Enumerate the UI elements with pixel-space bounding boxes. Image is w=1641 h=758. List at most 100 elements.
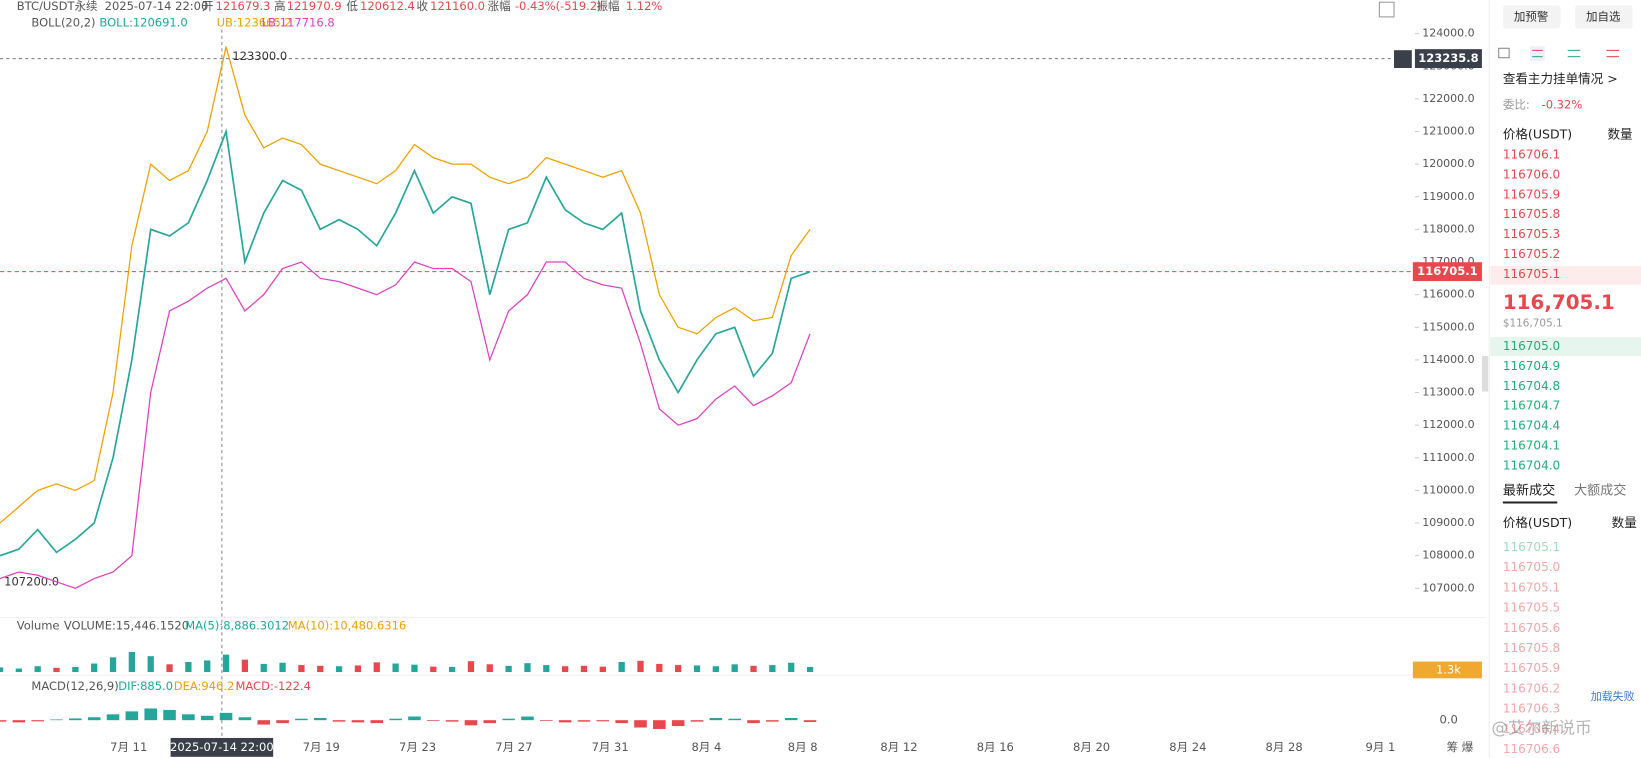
macd-bar	[219, 712, 233, 721]
y-tick-label: 118000.0	[1422, 222, 1474, 235]
header-low-label: 低	[346, 0, 358, 13]
fullscreen-icon[interactable]	[1378, 1, 1395, 18]
volume-bar	[185, 661, 192, 673]
macd-bar	[483, 720, 497, 724]
favorite-button-label: 加自选	[1586, 9, 1621, 23]
boll-ub: UB:123665.2	[217, 16, 292, 30]
macd-bar	[540, 720, 553, 721]
volume-bar	[806, 667, 814, 673]
macd-bar	[50, 719, 63, 721]
volume-bar	[637, 660, 644, 673]
macd-bar	[634, 720, 647, 728]
orders-link: 查看主力挂单情况 >	[1503, 71, 1618, 86]
volume-bar	[0, 667, 4, 673]
favorite-button[interactable]	[1575, 5, 1633, 29]
x-tick-label: 8月 20	[1073, 740, 1110, 754]
macd-bar	[144, 708, 157, 721]
volume-bar	[335, 666, 343, 673]
macd-bar	[182, 714, 195, 721]
volume-bar	[298, 665, 305, 673]
icon[interactable]	[1530, 46, 1545, 61]
macd-label: MACD(12,26,9)	[31, 679, 118, 693]
trade-price: 116706.3	[1503, 702, 1560, 716]
alert-button-label: 加预警	[1514, 9, 1549, 23]
corner-label: 筹 爆	[1447, 740, 1474, 754]
header-close: 121160.0	[430, 0, 485, 13]
macd-bar	[389, 718, 402, 721]
header-amp-label: 振幅	[597, 0, 620, 13]
trade-price: 116705.5	[1503, 601, 1560, 615]
load-failed: 加载失败	[1591, 689, 1635, 703]
volume-bar	[618, 661, 625, 673]
macd-bar	[163, 709, 176, 721]
macd-bar	[596, 720, 610, 722]
volume-label: Volume	[17, 618, 60, 632]
volume-bar	[562, 666, 569, 673]
header-open-label: 开	[202, 0, 213, 13]
price-header: 价格(USDT)	[1503, 127, 1572, 142]
y-tick-label: 113000.0	[1422, 386, 1474, 399]
x-tick-label: 7月 19	[303, 740, 340, 754]
price-line	[0, 128, 811, 557]
macd-bar	[671, 720, 685, 727]
volume-bar	[15, 668, 22, 673]
icon[interactable]	[1498, 47, 1510, 59]
volume-bar	[731, 664, 738, 673]
x-tick-label: 8月 16	[977, 740, 1014, 754]
volume-bar	[448, 667, 456, 673]
header-open: 121679.3	[216, 0, 271, 13]
macd-bar	[69, 718, 82, 721]
watermark: @艾尔新说币	[1491, 718, 1591, 738]
header-high-label: 高	[274, 0, 286, 13]
header-change-label: 涨幅	[488, 0, 511, 13]
macd-bar	[445, 720, 459, 722]
volume-bar	[467, 661, 475, 673]
last-price: 116705.1	[1417, 264, 1477, 278]
volume-bar	[279, 662, 286, 673]
volume-tag	[1412, 661, 1482, 679]
volume-bar	[411, 664, 418, 673]
bid-price: 116705.0	[1503, 339, 1560, 353]
macd-bar	[615, 720, 628, 724]
macd-bar	[332, 720, 346, 722]
macd-bar	[370, 720, 384, 724]
y-tick-label: 108000.0	[1422, 549, 1474, 562]
view-icons	[1498, 46, 1620, 61]
x-tick-label: 8月 12	[880, 740, 917, 754]
macd-bar	[408, 716, 421, 721]
volume-bar	[354, 665, 362, 673]
macd-bar	[257, 720, 271, 725]
macd-bar	[558, 720, 572, 723]
bid-price: 116704.0	[1503, 458, 1560, 472]
volume-bar	[769, 665, 776, 673]
bid-price: 116704.8	[1503, 379, 1560, 393]
macd-bar	[747, 720, 760, 724]
macd-bar	[464, 720, 478, 726]
collapse-handle[interactable]	[1481, 355, 1489, 392]
volume-bar	[430, 666, 437, 673]
volume-bar	[260, 663, 267, 673]
y-tick-label: 122000.0	[1422, 92, 1474, 105]
macd-bar	[0, 720, 7, 722]
ask-price: 116705.2	[1503, 247, 1560, 261]
volume-bar	[222, 654, 230, 673]
volume-value: VOLUME:15,446.1520	[64, 618, 189, 632]
boll-mid: BOLL:120691.0	[99, 16, 187, 30]
alert-button[interactable]	[1502, 5, 1561, 29]
volume-bar	[241, 659, 249, 673]
volume-bar	[91, 663, 98, 673]
macd-bar	[295, 718, 308, 721]
low-mark: 107200.0	[4, 574, 59, 588]
volume-last: 1.3k	[1436, 662, 1461, 676]
bid-price: 116704.7	[1503, 399, 1560, 413]
x-tick-label: 8月 24	[1169, 740, 1206, 754]
bid-price: 116704.1	[1503, 438, 1560, 452]
y-tick-label: 107000.0	[1422, 581, 1474, 594]
y-tick-label: 116000.0	[1422, 288, 1474, 301]
crosshair-date: 2025-07-14 22:00	[170, 740, 274, 754]
volume-ma5: MA(5):8,886.3012	[185, 618, 289, 632]
y-tick-label: 111000.0	[1422, 451, 1474, 464]
volume-bar	[392, 663, 399, 673]
